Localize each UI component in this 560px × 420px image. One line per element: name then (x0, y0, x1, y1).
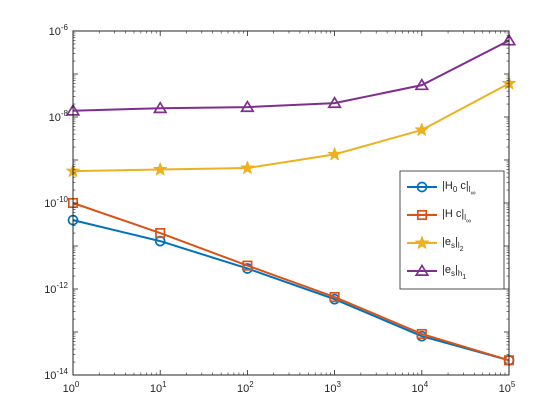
legend-item-hc: |H c|l∞ (407, 208, 471, 225)
y-tick-label: 10-12 (44, 281, 68, 296)
legend-marker (415, 235, 429, 249)
data-point-esl2 (153, 162, 168, 176)
legend-label: |H0 c|l∞ (442, 180, 475, 197)
data-point-hc (155, 228, 166, 239)
y-tick-label: 10-8 (49, 109, 69, 124)
legend-item-h0c: |H0 c|l∞ (407, 180, 475, 197)
data-point-hc (329, 291, 340, 303)
y-tick-label: 10-10 (44, 195, 68, 210)
data-point-esl2 (327, 147, 342, 161)
x-tick-label: 100 (63, 380, 80, 395)
legend-marker (416, 181, 428, 193)
legend-item-esl2: |es|l2 (407, 235, 464, 253)
series-line-h0c (72, 219, 510, 362)
tick-layer: 100 101 102 103 104 105 10-14 10-12 10-10 10-8 10-… (44, 23, 516, 395)
x-tick-label: 103 (324, 380, 341, 395)
data-point-esh1 (240, 99, 255, 113)
series-line-hc (72, 202, 510, 362)
y-tick-label: 10-6 (49, 23, 69, 38)
legend-item-esh1: |es|h1 (407, 263, 466, 281)
series-line-esh1 (72, 39, 510, 112)
legend-label: |H c|l∞ (442, 208, 471, 225)
legend-marker (414, 263, 430, 276)
x-tick-label: 102 (237, 380, 254, 395)
data-point-esl2 (240, 160, 255, 174)
data-point-esh1 (327, 95, 342, 109)
x-tick-label: 104 (411, 380, 428, 395)
data-point-esh1 (414, 78, 430, 91)
legend-box (399, 170, 505, 290)
data-point-esh1 (152, 101, 168, 114)
y-tick-label: 10-14 (44, 367, 68, 382)
legend-label: |es|h1 (442, 264, 466, 281)
x-tick-label: 101 (150, 380, 167, 395)
series-line-esl2 (72, 82, 510, 173)
legend-marker (416, 209, 428, 221)
data-point-esl2 (414, 122, 429, 136)
legend-label: |es|l2 (442, 236, 464, 253)
data-point-hc (242, 260, 253, 271)
legend: |H0 c|l∞ |H c|l∞ |es|l2 |es|h1 (399, 170, 505, 290)
x-tick-label: 105 (499, 380, 516, 395)
data-point-hc (416, 328, 427, 340)
